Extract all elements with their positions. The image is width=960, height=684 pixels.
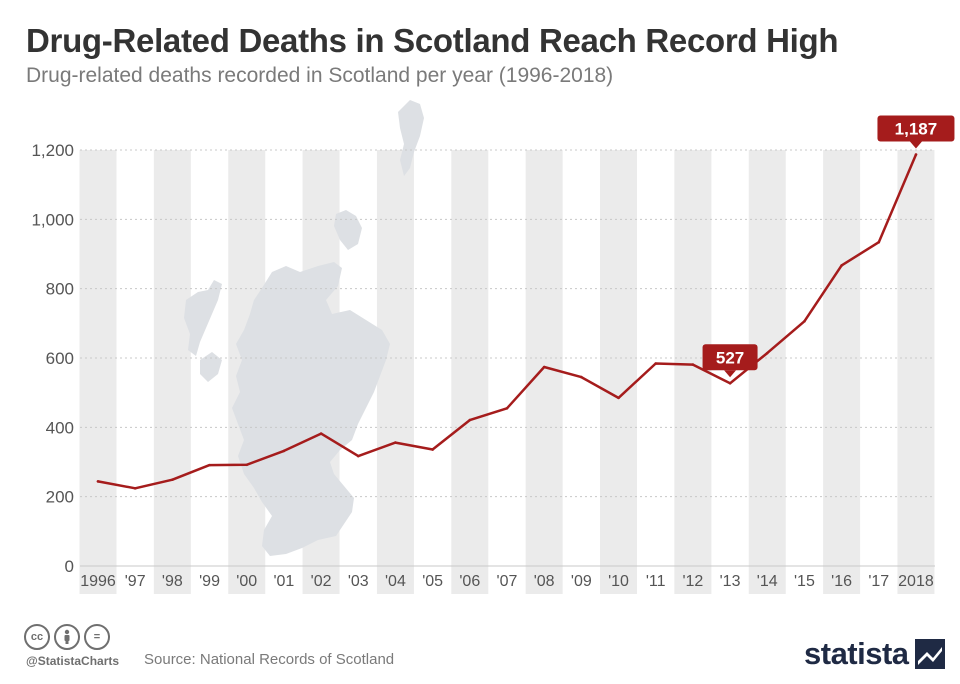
x-tick-label: '03 [348, 573, 369, 590]
x-tick-label: '99 [199, 573, 220, 590]
x-tick-label: '10 [608, 573, 629, 590]
year-band [376, 150, 414, 594]
data-point [431, 448, 434, 451]
callout-pointer [724, 370, 737, 378]
person-icon [54, 624, 80, 650]
x-tick-label: '00 [236, 573, 257, 590]
x-tick-label: '14 [757, 573, 778, 590]
statista-handle: @StatistaCharts [26, 654, 120, 668]
x-tick-label: '06 [459, 573, 480, 590]
x-tick-label: '09 [571, 573, 592, 590]
year-band [823, 150, 861, 594]
data-point [282, 449, 286, 453]
x-tick-label: '02 [311, 573, 332, 590]
y-tick-label: 1,000 [31, 210, 74, 229]
value-callout: 1,187 [877, 115, 955, 149]
x-tick-label: '17 [868, 573, 889, 590]
callout-box [702, 344, 758, 371]
x-tick-label: '13 [720, 573, 741, 590]
data-point [765, 351, 769, 355]
y-tick-label: 0 [65, 557, 74, 576]
x-tick-label: '16 [831, 573, 852, 590]
data-point [319, 432, 323, 435]
data-point [171, 478, 174, 481]
data-point [654, 362, 657, 365]
value-callout: 527 [702, 344, 758, 378]
x-tick-label: '05 [422, 573, 443, 590]
x-tick-label: '07 [497, 573, 518, 590]
equals-icon: = [84, 624, 110, 650]
series-line-drug-deaths [96, 153, 918, 490]
data-point [803, 319, 806, 323]
year-band [748, 150, 786, 594]
data-point [208, 463, 211, 467]
data-point [580, 375, 583, 379]
callout-pointer [909, 141, 922, 149]
x-axis-labels: 1996 '97 '98 '99 '00 '01 '02 '03 '04 '05 '06 '07 '08… [80, 573, 934, 590]
cc-icon: cc [24, 624, 50, 650]
license-icons: cc = [24, 624, 110, 650]
callout-box [877, 115, 955, 142]
x-tick-label: '12 [682, 573, 703, 590]
scotland-map-silhouette [184, 100, 424, 556]
source-note: Source: National Records of Scotland [144, 651, 395, 668]
data-point [356, 454, 360, 458]
alternating-year-bands [79, 150, 935, 594]
data-point [914, 153, 918, 156]
x-tick-label: 2018 [898, 573, 934, 590]
statista-logo-icon [914, 639, 945, 669]
y-tick-label: 200 [46, 488, 74, 507]
year-band [600, 150, 638, 594]
gridlines [80, 149, 935, 567]
x-tick-label: '01 [273, 573, 294, 590]
y-tick-label: 400 [46, 418, 74, 437]
year-band [525, 150, 563, 594]
chart-subtitle: Drug-related deaths recorded in Scotland… [26, 64, 614, 87]
x-tick-label: '97 [125, 573, 146, 590]
data-point [245, 463, 249, 467]
year-band [79, 150, 117, 594]
callout-label: 1,187 [895, 120, 938, 139]
value-callouts: 527 1,187 [702, 115, 955, 378]
x-tick-label: 1996 [80, 573, 116, 590]
x-tick-label: '15 [794, 573, 815, 590]
x-tick-label: '98 [162, 573, 183, 590]
data-point [691, 363, 695, 366]
y-axis-labels: 0 200 400 600 800 1,000 1,200 [31, 141, 74, 576]
data-point [840, 264, 843, 267]
data-point [133, 487, 137, 490]
x-tick-label: '11 [646, 573, 666, 590]
y-tick-label: 800 [46, 280, 74, 299]
data-point [728, 382, 732, 385]
year-band [451, 150, 489, 594]
statista-wordmark: statista [804, 636, 909, 671]
data-point [505, 406, 509, 410]
data-point [468, 418, 472, 422]
data-point [877, 240, 881, 244]
year-band [897, 150, 935, 594]
chart-title: Drug-Related Deaths in Scotland Reach Re… [26, 22, 839, 59]
y-tick-label: 600 [46, 349, 74, 368]
x-tick-label: '04 [385, 573, 406, 590]
callout-label: 527 [716, 348, 744, 367]
x-tick-label: '08 [534, 573, 555, 590]
data-point [617, 396, 620, 400]
data-point [394, 441, 397, 444]
data-point [96, 480, 100, 483]
year-band [153, 150, 191, 594]
data-points [96, 153, 918, 490]
y-tick-label: 1,200 [31, 141, 74, 160]
data-point [542, 365, 546, 369]
statista-logo: statista [804, 636, 945, 672]
